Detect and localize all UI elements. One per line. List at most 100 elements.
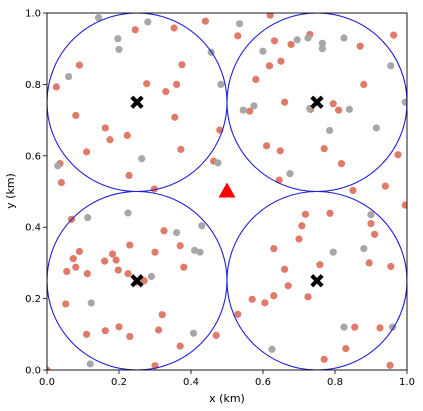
gray-data-point	[147, 272, 155, 281]
red-data-point	[263, 142, 271, 150]
red-data-point	[261, 299, 269, 307]
data-points	[47, 13, 407, 370]
red-data-point	[270, 37, 279, 45]
red-data-point	[101, 327, 109, 335]
axis-ticks: 0.0 0.2 0.4 0.6 0.8 1.0 0.0 0.2 0.4 0.6 0.8 1.0	[25, 9, 415, 389]
red-data-point	[62, 300, 70, 308]
gray-data-point	[189, 329, 198, 337]
x-marker-stroke	[130, 95, 144, 109]
red-data-point	[295, 235, 303, 243]
x-tick-label: 0.0	[39, 377, 55, 388]
red-data-point	[266, 13, 274, 19]
red-data-point	[337, 160, 346, 168]
red-data-point	[124, 270, 132, 278]
red-data-point	[281, 265, 289, 273]
red-data-point	[401, 201, 407, 209]
axis-labels: x (km) y (km)	[4, 173, 245, 405]
gray-data-point	[86, 360, 94, 368]
center-x-marker	[310, 95, 324, 109]
y-tick-label: 0.4	[25, 223, 41, 234]
gray-data-point	[239, 106, 247, 114]
center-x-marker	[130, 274, 144, 288]
red-data-point	[171, 113, 179, 121]
red-data-point	[360, 80, 368, 88]
gray-data-point	[138, 155, 146, 163]
red-data-point	[316, 261, 324, 269]
x-tick-label: 0.4	[183, 377, 199, 388]
gray-data-point	[65, 72, 73, 81]
y-tick-label: 0.0	[25, 366, 41, 377]
red-data-point	[284, 282, 292, 290]
red-data-point	[270, 292, 278, 300]
red-data-point	[52, 83, 60, 91]
red-data-point	[371, 230, 379, 238]
red-data-point	[69, 255, 77, 263]
red-data-point	[101, 257, 109, 265]
gray-data-point	[293, 36, 301, 44]
x-marker-stroke	[310, 95, 324, 109]
gray-data-point	[360, 245, 368, 253]
red-data-point	[150, 185, 158, 193]
red-data-point	[177, 145, 185, 153]
red-data-point	[126, 332, 134, 341]
x-tick-label: 1.0	[399, 377, 415, 388]
red-data-point	[390, 31, 398, 39]
red-data-point	[72, 263, 80, 271]
gray-data-point	[286, 170, 294, 178]
plot-border	[46, 12, 408, 371]
red-data-point	[101, 124, 109, 132]
coverage-circle	[226, 190, 407, 370]
gray-data-point	[236, 20, 244, 28]
gray-data-point	[340, 323, 348, 331]
gray-data-point	[259, 47, 267, 55]
gray-data-point	[196, 248, 204, 256]
red-data-point	[365, 259, 373, 267]
red-data-point	[349, 186, 357, 195]
gray-data-point	[318, 39, 326, 47]
gray-data-point	[372, 124, 380, 132]
red-data-point	[329, 100, 337, 108]
red-data-point	[123, 131, 131, 140]
gray-data-point	[329, 248, 337, 256]
center-x-marker	[130, 95, 144, 109]
x-marker-stroke	[130, 274, 144, 288]
red-data-point	[151, 248, 159, 256]
red-data-point	[367, 220, 375, 228]
red-data-point	[75, 247, 83, 256]
gray-data-point	[214, 159, 222, 167]
y-tick-label: 1.0	[25, 9, 41, 20]
x-tick-label: 0.6	[255, 377, 271, 388]
gray-data-point	[304, 34, 312, 42]
red-data-point	[234, 310, 242, 318]
y-tick-label: 0.6	[25, 151, 41, 162]
red-data-point	[180, 263, 188, 271]
gray-data-point	[268, 345, 276, 353]
gray-data-point	[250, 102, 258, 110]
y-tick-label: 0.2	[25, 294, 41, 305]
red-data-point	[106, 136, 114, 144]
red-data-point	[162, 87, 170, 96]
red-data-point	[176, 342, 184, 350]
red-data-point	[252, 75, 260, 84]
center-markers	[130, 95, 324, 288]
x-axis-label: x (km)	[209, 392, 245, 405]
red-data-point	[301, 210, 310, 218]
red-data-point	[114, 266, 122, 274]
red-data-point	[351, 323, 359, 331]
red-data-point	[212, 331, 220, 339]
red-data-point	[326, 209, 334, 217]
red-data-point	[265, 62, 274, 70]
red-data-point	[320, 145, 328, 153]
gray-data-point	[345, 105, 353, 113]
gray-data-point	[144, 18, 152, 26]
red-data-point	[158, 311, 166, 319]
gray-data-point	[318, 45, 326, 53]
red-data-point	[246, 107, 254, 115]
red-data-point	[270, 245, 278, 253]
red-data-point	[381, 182, 389, 190]
red-data-point	[75, 61, 83, 69]
red-data-point	[201, 17, 209, 25]
red-data-point	[155, 326, 163, 334]
red-data-point	[394, 151, 402, 159]
